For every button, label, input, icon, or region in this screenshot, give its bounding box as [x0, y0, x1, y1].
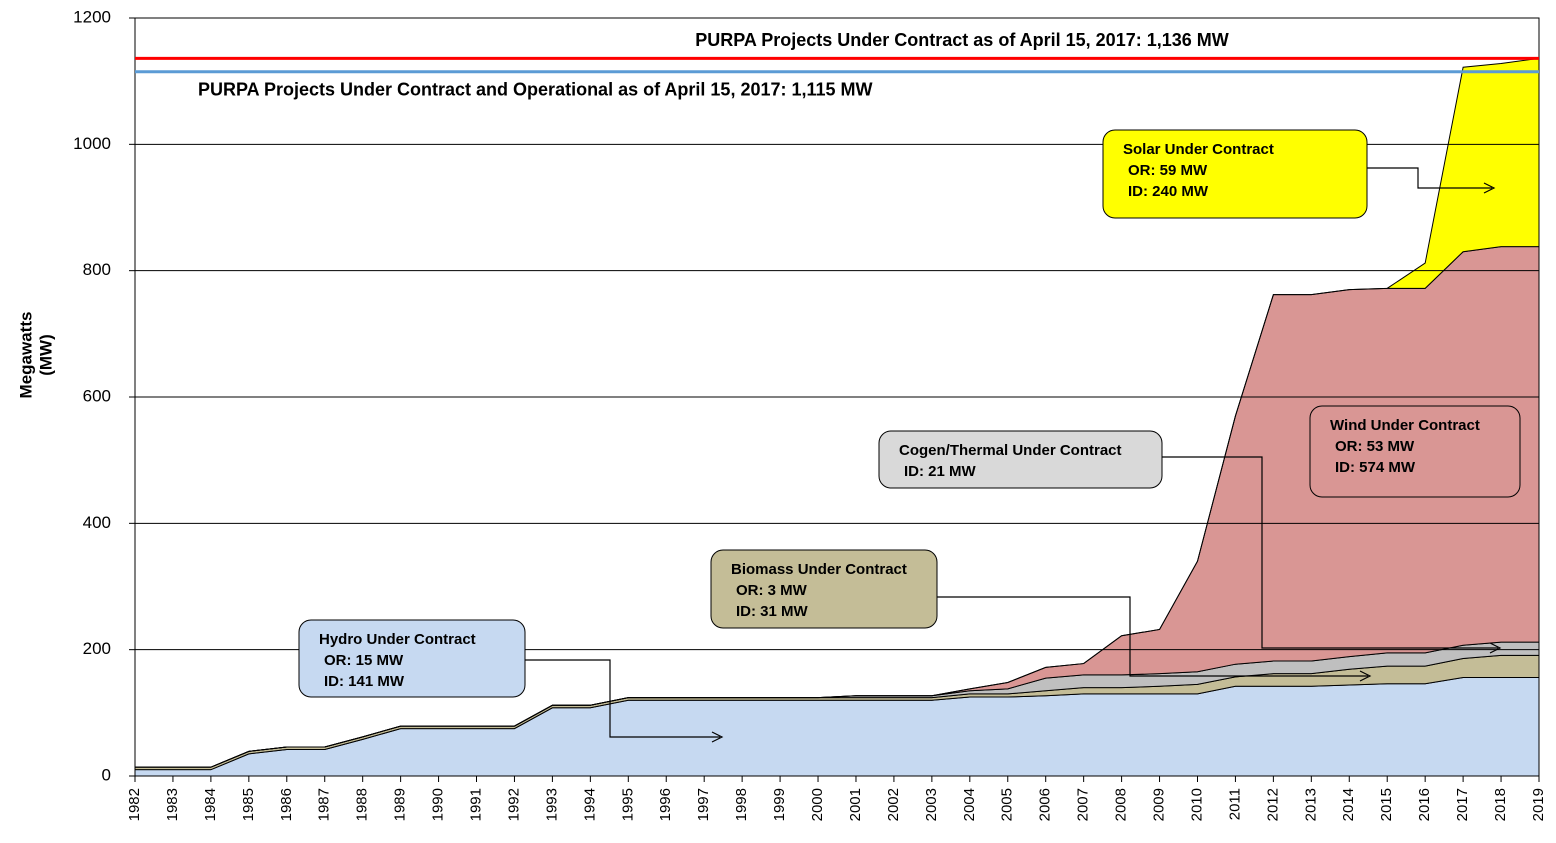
y-axis-label: (MW): [36, 334, 55, 376]
x-tick-label: 1991: [467, 788, 484, 821]
x-tick-label: 1984: [202, 788, 219, 821]
callout-box: [1102, 129, 1368, 219]
arrow-head: [711, 731, 724, 743]
x-tick-label: 1986: [278, 788, 295, 821]
y-axis-label: Megawatts: [16, 312, 35, 399]
x-tick-label: 1995: [619, 788, 636, 821]
y-tick-label: 1000: [73, 134, 111, 153]
x-tick-label: 2016: [1416, 788, 1433, 821]
y-tick-label: 1200: [73, 7, 111, 26]
x-tick-label: 2007: [1075, 788, 1092, 821]
y-tick-label: 400: [83, 513, 111, 532]
x-tick-label: 1990: [430, 788, 447, 821]
arrow-head: [1483, 182, 1496, 194]
arrow: [937, 596, 1368, 677]
x-tick-label: 2017: [1454, 788, 1471, 821]
callout-text: OR: 59 MW: [1128, 162, 1208, 179]
arrow-head: [1489, 642, 1502, 654]
x-tick-label: 2005: [999, 788, 1016, 821]
callout-text: ID: 141 MW: [324, 673, 405, 690]
reference-label: PURPA Projects Under Contract and Operat…: [198, 79, 873, 99]
y-tick-label: 200: [83, 639, 111, 658]
callout-text: OR: 15 MW: [324, 652, 404, 669]
callout-text: Wind Under Contract: [1330, 417, 1480, 434]
arrows: [525, 167, 1502, 743]
x-tick-label: 2014: [1340, 788, 1357, 821]
x-tick-label: 1983: [164, 788, 181, 821]
x-tick-label: 2008: [1113, 788, 1130, 821]
plot-frame: [134, 17, 1540, 777]
y-tick-label: 0: [102, 765, 111, 784]
callout-text: OR: 53 MW: [1335, 438, 1415, 455]
y-tick-label: 800: [83, 260, 111, 279]
x-tick-label: 2013: [1302, 788, 1319, 821]
x-tick-label: 2000: [809, 788, 826, 821]
x-tick-label: 1992: [505, 788, 522, 821]
callout-text: Biomass Under Contract: [731, 561, 907, 578]
x-tick-label: 1988: [354, 788, 371, 821]
x-tick-label: 2009: [1151, 788, 1168, 821]
x-tick-label: 1989: [392, 788, 409, 821]
x-tick-label: 2006: [1037, 788, 1054, 821]
callout-text: ID: 31 MW: [736, 603, 809, 620]
y-tick-label: 600: [83, 386, 111, 405]
callout-text: OR: 3 MW: [736, 582, 808, 599]
x-tick-label: 2015: [1378, 788, 1395, 821]
arrow: [1367, 167, 1492, 189]
x-tick-label: 2012: [1264, 788, 1281, 821]
x-tick-label: 2001: [847, 788, 864, 821]
x-tick-label: 2019: [1530, 788, 1547, 821]
x-tick-label: 2004: [961, 788, 978, 821]
x-tick-label: 2002: [885, 788, 902, 821]
x-tick-label: 1999: [771, 788, 788, 821]
callout-box: [878, 430, 1163, 489]
x-tick-label: 2010: [1188, 788, 1205, 821]
x-tick-label: 1985: [240, 788, 257, 821]
x-tick-label: 2018: [1492, 788, 1509, 821]
callout-box: [710, 549, 938, 629]
arrow: [1162, 456, 1498, 649]
x-tick-label: 2003: [923, 788, 940, 821]
x-tick-label: 1993: [543, 788, 560, 821]
x-tick-label: 1994: [581, 788, 598, 821]
x-tick-label: 2011: [1226, 788, 1243, 820]
arrow: [525, 659, 720, 738]
callout-text: Cogen/Thermal Under Contract: [899, 442, 1122, 459]
arrow-head: [1359, 670, 1372, 682]
callout-text: ID: 574 MW: [1335, 459, 1416, 476]
callout-text: ID: 240 MW: [1128, 183, 1209, 200]
callout-box: [298, 619, 526, 698]
x-tick-label: 1982: [126, 788, 143, 821]
x-tick-label: 1997: [695, 788, 712, 821]
callout-text: Solar Under Contract: [1123, 141, 1274, 158]
reference-label: PURPA Projects Under Contract as of Apri…: [695, 30, 1229, 50]
callout-text: Hydro Under Contract: [319, 631, 476, 648]
x-tick-label: 1996: [657, 788, 674, 821]
x-tick-label: 1998: [733, 788, 750, 821]
callout-box: [1309, 405, 1521, 498]
x-tick-label: 1987: [316, 788, 333, 821]
callout-text: ID: 21 MW: [904, 463, 977, 480]
